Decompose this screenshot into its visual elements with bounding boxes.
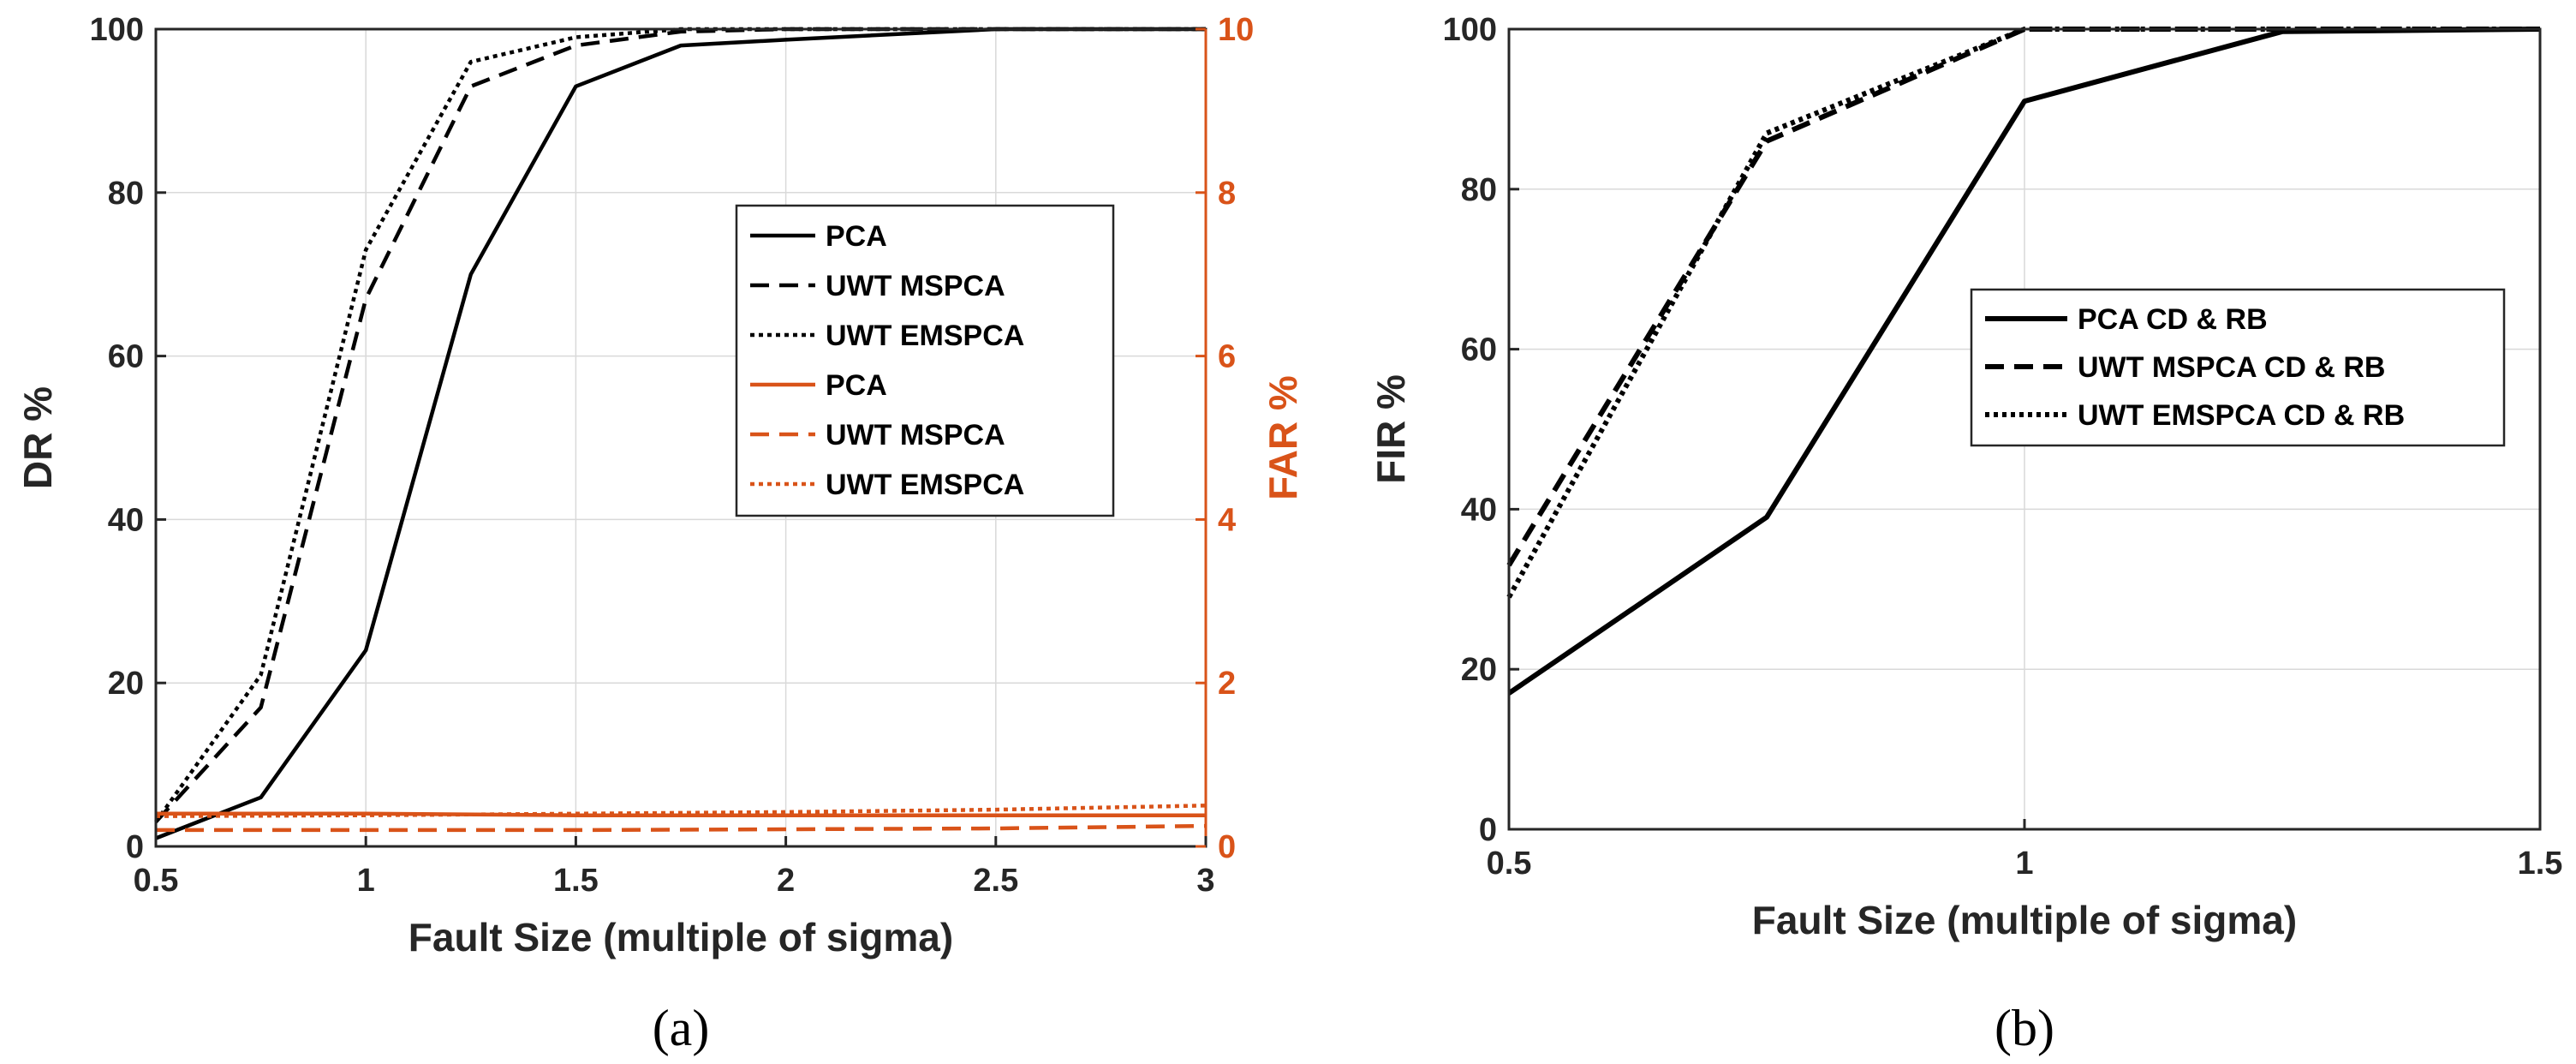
legend-entry: UWT MSPCA [826,270,1005,302]
legend-entry: UWT MSPCA CD & RB [2078,351,2386,384]
x-tick-label: 3 [1196,863,1214,899]
y-tick-label: 0 [1479,812,1497,848]
series-line-solid [155,27,1206,840]
x-tick-label: 2 [777,863,795,899]
series-line-dotted [154,27,1206,823]
legend-box [735,204,1115,517]
x-tick-label: 2.5 [973,863,1018,899]
y-tick-label: 0 [126,829,144,865]
y-tick-label: 60 [1461,332,1497,368]
figure-caption: (a) [653,1000,710,1056]
y-right-tick-label: 6 [1218,339,1236,375]
y-tick-label: 20 [108,666,144,702]
y-tick-label: 40 [1461,492,1497,528]
x-tick-label: 1.5 [553,863,599,899]
y-tick-label: 60 [108,339,144,375]
x-tick-label: 1.5 [2518,846,2563,882]
x-axis-label: Fault Size (multiple of sigma) [408,915,953,959]
x-tick-label: 1 [2015,846,2033,882]
figure-caption: (b) [1995,1000,2054,1056]
y-axis-label: DR % [15,386,60,489]
y-right-tick-label: 10 [1218,12,1254,48]
y-tick-label: 40 [108,502,144,538]
legend-entry: PCA [826,369,887,402]
x-tick-label: 0.5 [1487,846,1532,882]
y-tick-label: 100 [90,12,144,48]
x-tick-label: 0.5 [134,863,179,899]
y-right-axis-label: FAR % [1261,375,1305,500]
y-tick-label: 80 [1461,172,1497,208]
series-line-far-dashed [156,823,1207,833]
legend-entry: PCA [826,220,887,253]
y-tick-label: 100 [1443,12,1497,48]
series-line-far-dotted [155,804,1207,818]
legend-entry: UWT MSPCA [826,419,1005,451]
y-right-tick-label: 0 [1218,829,1236,865]
legend-entry: UWT EMSPCA [826,469,1024,501]
legend-entry: PCA CD & RB [2078,303,2268,336]
series-line-dashed [154,27,1206,823]
y-right-tick-label: 4 [1218,502,1236,538]
y-axis-label: FIR % [1368,374,1413,484]
y-tick-label: 80 [108,176,144,212]
y-right-tick-label: 2 [1218,666,1236,702]
legend-entry: UWT EMSPCA CD & RB [2078,399,2405,432]
chart-b: 0.5 1 1.5 0 20 40 60 80 100 Fault Size (multiple … [1368,12,2562,1056]
x-axis-label: Fault Size (multiple of sigma) [1752,898,2297,942]
y-right-tick-label: 8 [1218,176,1236,212]
x-tick-label: 1 [357,863,375,899]
legend-entry: UWT EMSPCA [826,320,1024,352]
y-tick-label: 20 [1461,652,1497,688]
